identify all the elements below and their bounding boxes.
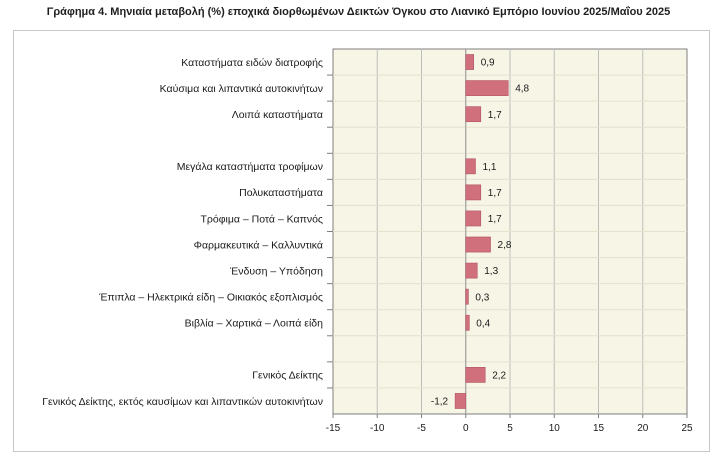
x-tick-label: 20 — [637, 423, 649, 434]
bar — [465, 262, 478, 279]
bar — [465, 210, 482, 227]
category-label: Ένδυση – Υπόδηση — [229, 265, 323, 277]
category-label: Καταστήματα ειδών διατροφής — [181, 57, 323, 69]
category-label: Γενικός Δείκτης, εκτός καυσίμων και λιπα… — [42, 396, 323, 408]
x-tick-label: 5 — [507, 423, 513, 434]
bar — [465, 184, 482, 201]
data-label: 4,8 — [515, 84, 529, 95]
category-label: Βιβλία – Χαρτικά – Λοιπά είδη — [185, 318, 323, 330]
category-label: Τρόφιμα – Ποτά – Καπνός — [200, 213, 323, 225]
data-label: 0,4 — [476, 318, 490, 329]
chart-frame — [13, 30, 710, 452]
category-label: Γενικός Δείκτης — [252, 370, 323, 382]
bar — [465, 158, 476, 175]
category-label: Καύσιμα και λιπαντικά αυτοκινήτων — [160, 83, 323, 95]
x-tick-label: -10 — [370, 423, 385, 434]
data-label: 1,7 — [488, 110, 502, 121]
data-label: 1,7 — [488, 214, 502, 225]
data-label: 0,9 — [481, 58, 495, 69]
data-label: 2,2 — [492, 370, 506, 381]
category-label: Φαρμακευτικά – Καλλυντικά — [194, 239, 323, 251]
bar — [465, 288, 469, 305]
bar — [465, 80, 509, 96]
x-tick-label: 0 — [463, 423, 469, 434]
bar — [454, 393, 467, 409]
x-tick-label: 25 — [681, 423, 693, 434]
category-label: Έπιπλα – Ηλεκτρικά είδη – Οικιακός εξοπλ… — [98, 291, 323, 303]
data-label: 1,7 — [488, 188, 502, 199]
bar — [465, 367, 486, 383]
bar — [465, 106, 482, 123]
data-label: 1,3 — [484, 266, 498, 277]
bar — [465, 236, 491, 253]
data-label: 0,3 — [475, 292, 489, 303]
category-label: Πολυκαταστήματα — [239, 187, 323, 199]
data-label: 1,1 — [482, 162, 496, 173]
chart-title: Γράφημα 4. Μηνιαία μεταβολή (%) εποχικά … — [46, 6, 671, 18]
x-tick-label: -15 — [326, 423, 341, 434]
data-label: -1,2 — [431, 397, 449, 408]
bar — [465, 54, 475, 70]
x-tick-label: 10 — [549, 423, 561, 434]
x-tick-label: -5 — [417, 423, 426, 434]
data-label: 2,8 — [498, 240, 512, 251]
category-label: Λοιπά καταστήματα — [232, 109, 323, 121]
category-label: Μεγάλα καταστήματα τροφίμων — [177, 161, 323, 173]
bar — [465, 314, 470, 331]
x-tick-label: 15 — [593, 423, 605, 434]
